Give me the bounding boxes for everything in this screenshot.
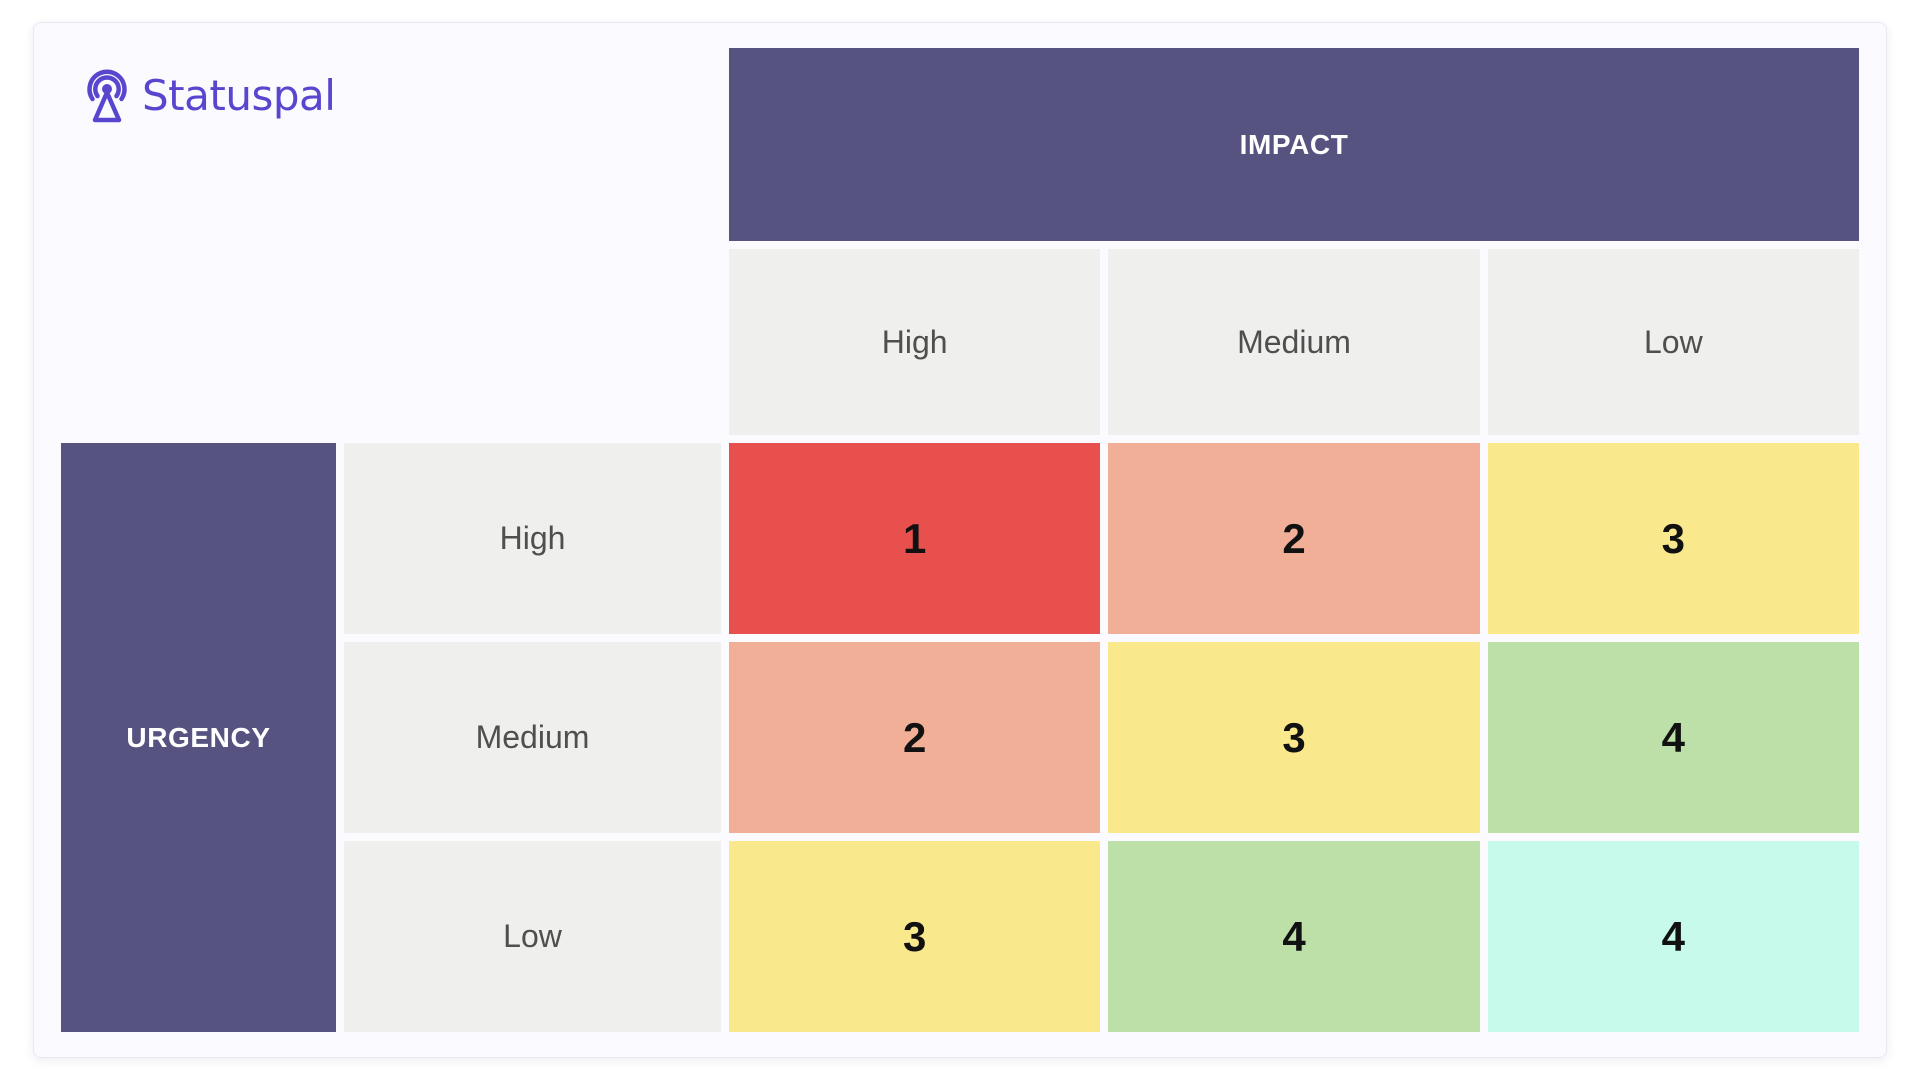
- matrix-cell-urgency-high-impact-low: 3: [1487, 443, 1859, 634]
- matrix-cell-urgency-high-impact-high: 1: [729, 443, 1101, 634]
- impact-level-high: High: [729, 249, 1101, 435]
- priority-matrix-grid: Statuspal IMPACT High Medium Low URGENCY…: [61, 48, 1859, 1032]
- matrix-cell-urgency-medium-impact-medium: 3: [1108, 642, 1480, 833]
- matrix-cell-urgency-low-impact-medium: 4: [1108, 841, 1480, 1032]
- statuspal-logo: Statuspal: [79, 62, 336, 128]
- urgency-level-medium: Medium: [344, 642, 721, 833]
- impact-level-low: Low: [1487, 249, 1859, 435]
- matrix-cell-urgency-low-impact-low: 4: [1487, 841, 1859, 1032]
- urgency-axis-header: URGENCY: [61, 443, 336, 1032]
- impact-level-medium: Medium: [1108, 249, 1480, 435]
- impact-axis-header: IMPACT: [729, 48, 1859, 241]
- logo-cell: Statuspal: [61, 48, 721, 435]
- priority-matrix-card: Statuspal IMPACT High Medium Low URGENCY…: [33, 22, 1887, 1058]
- urgency-level-low: Low: [344, 841, 721, 1032]
- broadcast-antenna-icon: [87, 69, 127, 123]
- matrix-cell-urgency-medium-impact-high: 2: [729, 642, 1101, 833]
- matrix-cell-urgency-low-impact-high: 3: [729, 841, 1101, 1032]
- urgency-level-high: High: [344, 443, 721, 634]
- logo-text: Statuspal: [142, 70, 336, 120]
- matrix-cell-urgency-high-impact-medium: 2: [1108, 443, 1480, 634]
- matrix-cell-urgency-medium-impact-low: 4: [1487, 642, 1859, 833]
